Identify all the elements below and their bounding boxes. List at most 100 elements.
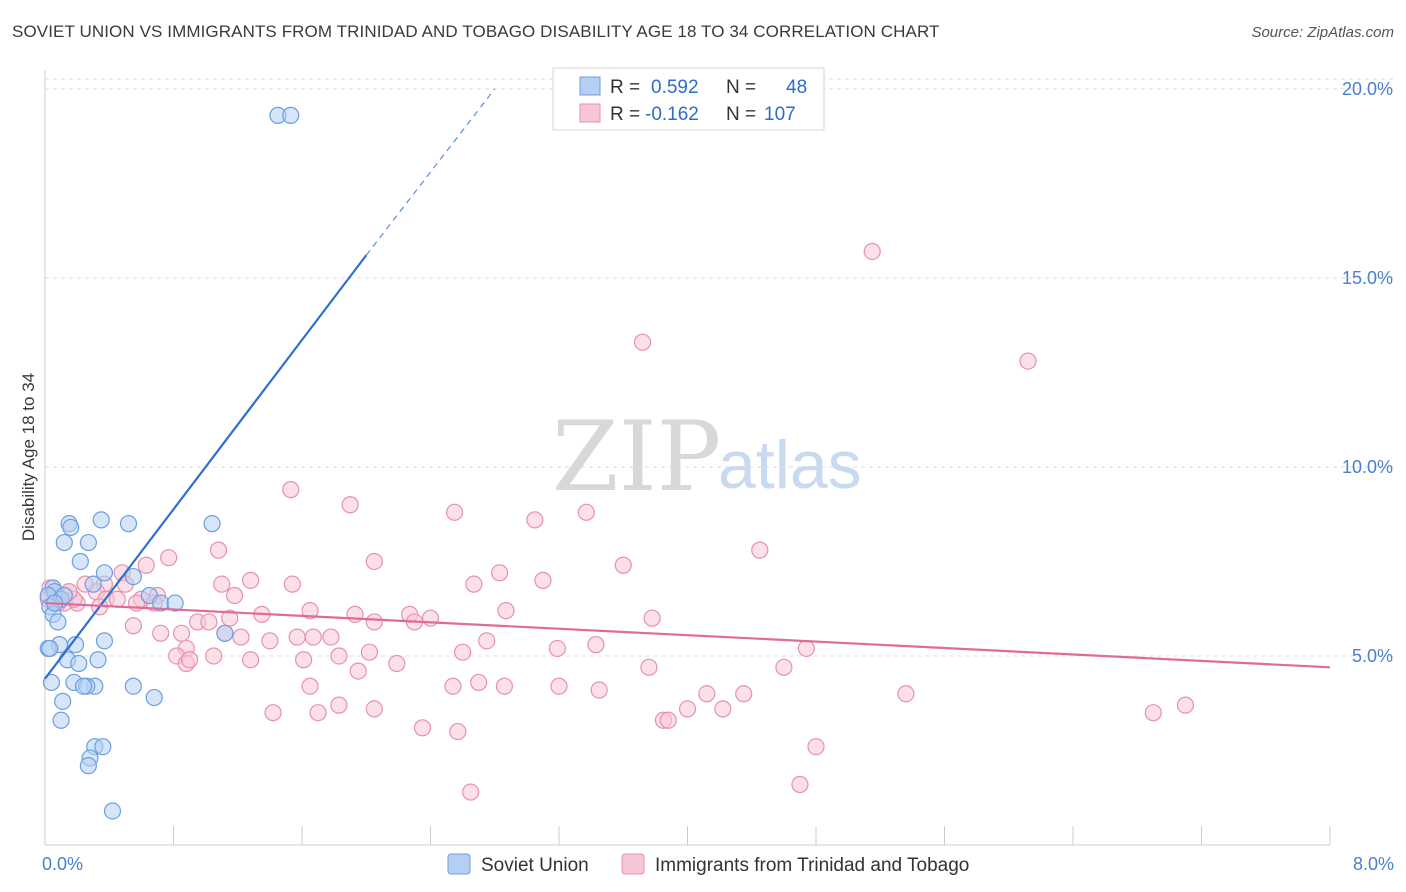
soviet-trend-extension xyxy=(365,88,496,256)
soviet-point xyxy=(282,106,300,124)
trinidad-point xyxy=(633,333,652,351)
trinidad-point xyxy=(160,549,178,567)
trinidad-point xyxy=(172,624,191,642)
trinidad-point xyxy=(213,575,231,593)
legend-r-value-soviet: 0.592 xyxy=(651,77,699,98)
trinidad-point xyxy=(587,636,605,654)
trinidad-point xyxy=(309,704,327,722)
trinidad-point xyxy=(330,647,348,665)
soviet-point xyxy=(95,564,114,582)
trinidad-point xyxy=(548,639,566,658)
trinidad-point xyxy=(242,571,260,589)
trinidad-point xyxy=(526,511,544,529)
soviet-point xyxy=(145,688,163,707)
trinidad-point xyxy=(360,643,379,661)
trinidad-point xyxy=(714,700,732,718)
trinidad-point xyxy=(478,632,496,650)
trinidad-point xyxy=(365,613,383,631)
series-legend-swatch-soviet xyxy=(447,853,471,875)
trinidad-point xyxy=(200,613,218,631)
trinidad-point xyxy=(534,571,552,589)
trinidad-point xyxy=(261,632,279,650)
series-legend-label-soviet: Soviet Union xyxy=(481,855,589,876)
trinidad-point xyxy=(863,242,881,261)
soviet-point xyxy=(92,511,110,529)
soviet-trend-line xyxy=(44,254,368,680)
trinidad-point xyxy=(1176,696,1195,714)
series-soviet-points xyxy=(39,106,300,820)
trinidad-point xyxy=(751,541,769,559)
soviet-point xyxy=(94,738,112,756)
trinidad-point xyxy=(1144,704,1162,722)
trinidad-point xyxy=(209,541,228,559)
trinidad-point xyxy=(365,552,383,571)
trinidad-point xyxy=(444,677,462,695)
soviet-point xyxy=(79,757,97,775)
soviet-point xyxy=(89,651,107,669)
legend-swatch-trinidad xyxy=(579,103,601,123)
trinidad-point xyxy=(349,662,367,680)
trinidad-point xyxy=(108,590,126,608)
soviet-point xyxy=(119,515,138,533)
legend-swatch-soviet xyxy=(579,76,601,96)
trinidad-point xyxy=(465,575,483,593)
trinidad-point xyxy=(264,704,282,722)
soviet-point xyxy=(70,654,88,673)
series-legend-swatch-trinidad xyxy=(621,853,645,875)
trinidad-point xyxy=(180,651,199,669)
trinidad-point xyxy=(640,658,658,676)
legend-r-label-trinidad: R = xyxy=(610,104,640,125)
trinidad-point xyxy=(550,677,568,695)
soviet-point xyxy=(71,552,89,571)
soviet-point xyxy=(124,567,142,586)
trinidad-point xyxy=(454,643,472,661)
legend-r-label-soviet: R = xyxy=(610,77,640,98)
trinidad-point xyxy=(807,738,825,756)
trinidad-point xyxy=(421,609,440,627)
gridlines xyxy=(45,78,1395,657)
soviet-point xyxy=(41,639,59,658)
soviet-point xyxy=(216,624,234,642)
chart-title: SOVIET UNION VS IMMIGRANTS FROM TRINIDAD… xyxy=(12,22,940,41)
trinidad-point xyxy=(590,681,608,699)
soviet-point xyxy=(55,533,73,552)
soviet-point xyxy=(166,594,184,612)
soviet-point xyxy=(62,518,80,537)
soviet-point xyxy=(52,711,70,729)
soviet-point xyxy=(95,632,114,650)
soviet-point xyxy=(103,802,122,820)
trinidad-point xyxy=(698,685,716,703)
trinidad-point xyxy=(791,775,809,794)
legend-n-label-soviet: N = xyxy=(726,77,756,98)
trinidad-point xyxy=(137,556,155,574)
x-tick-labels: 0.0% 8.0% xyxy=(42,854,1394,874)
trinidad-point xyxy=(462,783,480,801)
soviet-point xyxy=(84,575,102,593)
watermark-atlas: atlas xyxy=(718,427,862,503)
trinidad-point xyxy=(242,651,260,669)
soviet-point xyxy=(79,533,97,552)
trinidad-point xyxy=(775,658,793,676)
series-legend: Soviet Union Immigrants from Trinidad an… xyxy=(447,853,969,876)
trinidad-point xyxy=(124,617,142,635)
trinidad-point xyxy=(797,639,815,658)
watermark: ZIP atlas xyxy=(552,401,862,513)
trinidad-point xyxy=(282,481,300,499)
trinidad-point xyxy=(470,673,488,692)
trinidad-point xyxy=(495,677,513,695)
trinidad-point xyxy=(225,586,244,605)
x-tick-label: 0.0% xyxy=(42,854,83,874)
watermark-zip: ZIP xyxy=(552,401,721,513)
trinidad-point xyxy=(678,700,697,718)
trinidad-point xyxy=(735,685,753,703)
trinidad-point xyxy=(445,503,464,521)
trinidad-point xyxy=(1019,352,1037,370)
trinidad-point xyxy=(388,654,406,673)
trend-lines xyxy=(44,88,1331,680)
trinidad-point xyxy=(301,602,319,620)
trinidad-point xyxy=(341,496,359,514)
y-tick-labels: 5.0% 10.0% 15.0% 20.0% xyxy=(1342,79,1393,666)
trinidad-point xyxy=(232,628,250,646)
trinidad-point xyxy=(205,647,223,665)
